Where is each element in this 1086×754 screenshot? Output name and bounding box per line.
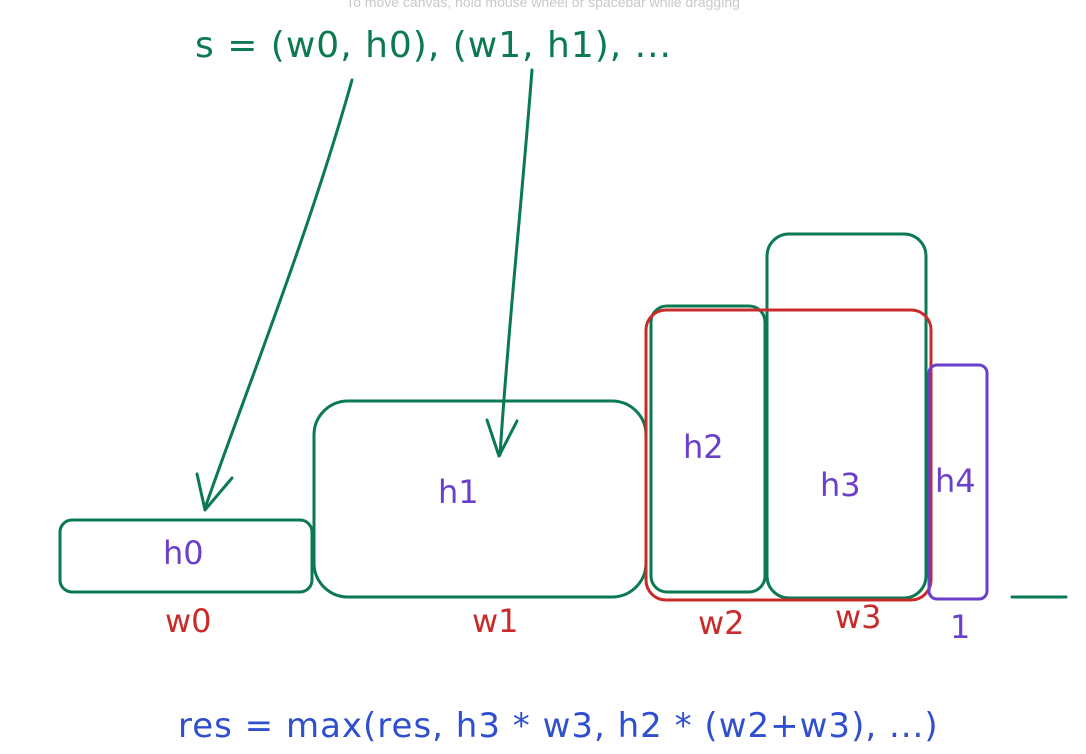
bar-h4 — [927, 363, 989, 601]
height-label-h1: h1 — [438, 473, 479, 511]
arrow-to-h0 — [195, 78, 354, 512]
height-label-h3: h3 — [820, 466, 861, 504]
height-label-h0: h0 — [163, 534, 204, 572]
bar-h3 — [765, 232, 928, 600]
width-label-1: 1 — [950, 608, 970, 646]
highlight-rectangle — [644, 308, 933, 602]
bar-h1 — [312, 399, 648, 599]
height-label-h4: h4 — [935, 462, 976, 500]
width-label-w3: w3 — [835, 598, 882, 636]
bar-h0 — [58, 518, 314, 594]
width-label-w2: w2 — [698, 604, 745, 642]
canvas-hint: To move canvas, hold mouse wheel or spac… — [346, 0, 740, 10]
formula-top: s = (w0, h0), (w1, h1), ... — [195, 25, 672, 66]
height-label-h2: h2 — [683, 428, 724, 466]
width-label-w1: w1 — [472, 602, 519, 640]
arrow-to-h1 — [485, 68, 534, 458]
formula-bottom: res = max(res, h3 * w3, h2 * (w2+w3), ..… — [178, 706, 939, 746]
bar-h2 — [649, 304, 767, 594]
width-label-w0: w0 — [165, 602, 212, 640]
